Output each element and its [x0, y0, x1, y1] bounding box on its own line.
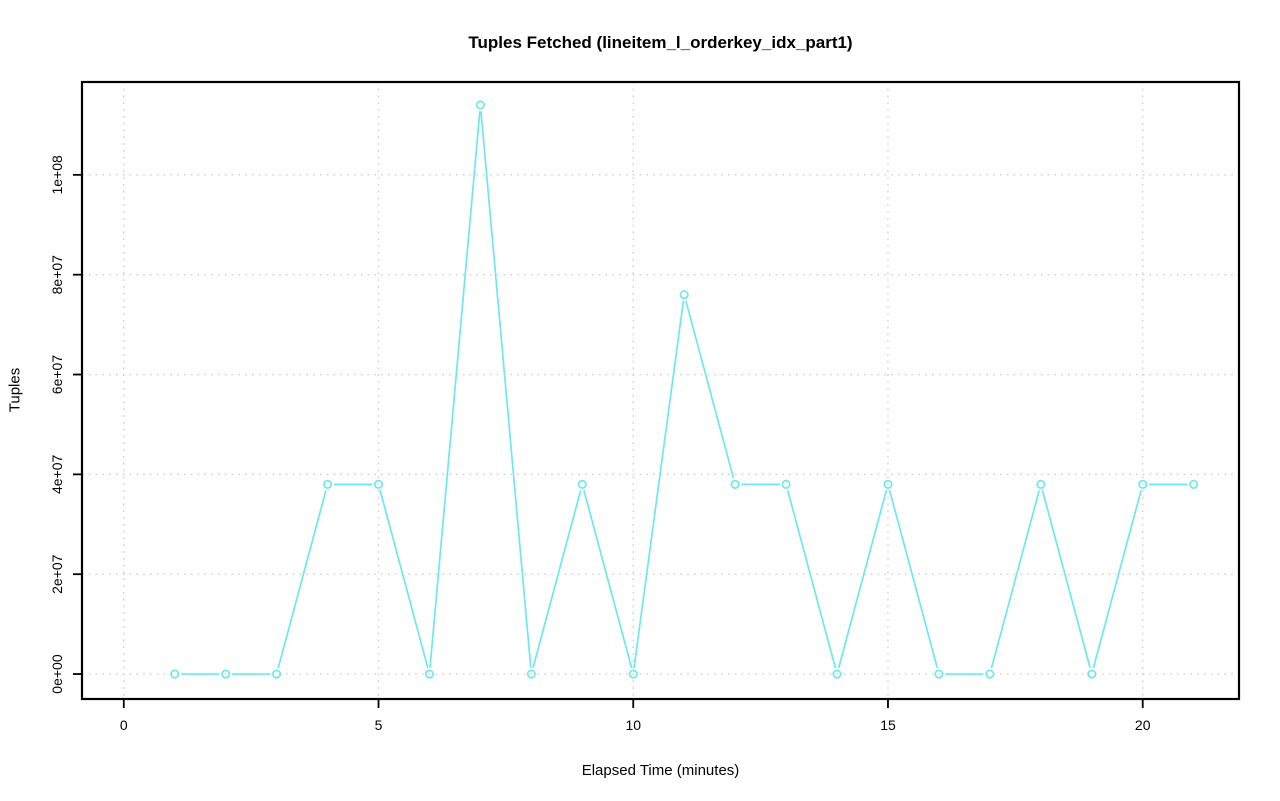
data-point-marker	[832, 669, 842, 679]
data-point-marker	[1189, 479, 1199, 489]
data-point-marker	[373, 479, 384, 489]
data-point-marker	[679, 290, 689, 300]
data-point-marker	[1036, 479, 1046, 489]
data-point-marker	[526, 669, 536, 679]
data-point-marker	[730, 479, 740, 489]
data-point-marker	[577, 479, 587, 489]
y-tick-label: 4e+07	[49, 454, 65, 494]
series-line-segment	[480, 111, 532, 668]
series-line-segment	[685, 300, 735, 479]
data-point-marker	[934, 669, 944, 679]
series-line-segment	[583, 490, 633, 669]
y-tick-label: 0e+00	[49, 654, 65, 694]
y-tick-label: 6e+07	[49, 355, 65, 395]
chart-title: Tuples Fetched (lineitem_l_orderkey_idx_…	[468, 33, 853, 52]
data-point-marker	[272, 669, 282, 679]
data-point-marker	[170, 669, 180, 679]
series-line-segment	[379, 490, 429, 669]
series-line-segment	[429, 111, 481, 668]
data-point-marker	[424, 669, 435, 679]
y-tick-label: 1e+08	[49, 155, 65, 195]
data-point-marker	[475, 100, 485, 110]
series-tuples-fetched	[170, 100, 1199, 679]
x-tick-label: 20	[1135, 717, 1151, 733]
x-tick-label: 10	[625, 717, 641, 733]
series-line-segment	[1092, 490, 1142, 669]
y-tick-label: 2e+07	[49, 554, 65, 594]
series-line-segment	[837, 490, 888, 669]
series-line-segment	[787, 490, 837, 669]
x-tick-label: 15	[880, 717, 896, 733]
grid-lines	[82, 82, 1239, 699]
data-point-marker	[323, 479, 333, 489]
data-point-marker	[1087, 669, 1097, 679]
data-point-marker	[1138, 479, 1148, 489]
data-point-marker	[628, 669, 638, 679]
x-tick-label: 0	[120, 717, 128, 733]
plot-frame	[80, 80, 1241, 701]
series-line-segment	[633, 300, 685, 668]
data-point-marker	[985, 669, 995, 679]
data-point-marker	[221, 669, 231, 679]
y-tick-label: 8e+07	[49, 255, 65, 295]
series-line-segment	[1041, 490, 1091, 669]
x-axis-title: Elapsed Time (minutes)	[581, 762, 740, 779]
series-line-segment	[277, 490, 327, 669]
data-point-marker	[781, 479, 791, 489]
data-point-marker	[883, 479, 893, 489]
series-line-segment	[888, 490, 938, 669]
x-tick-label: 5	[375, 717, 383, 733]
series-line-segment	[990, 490, 1040, 669]
series-line-segment	[532, 490, 582, 669]
